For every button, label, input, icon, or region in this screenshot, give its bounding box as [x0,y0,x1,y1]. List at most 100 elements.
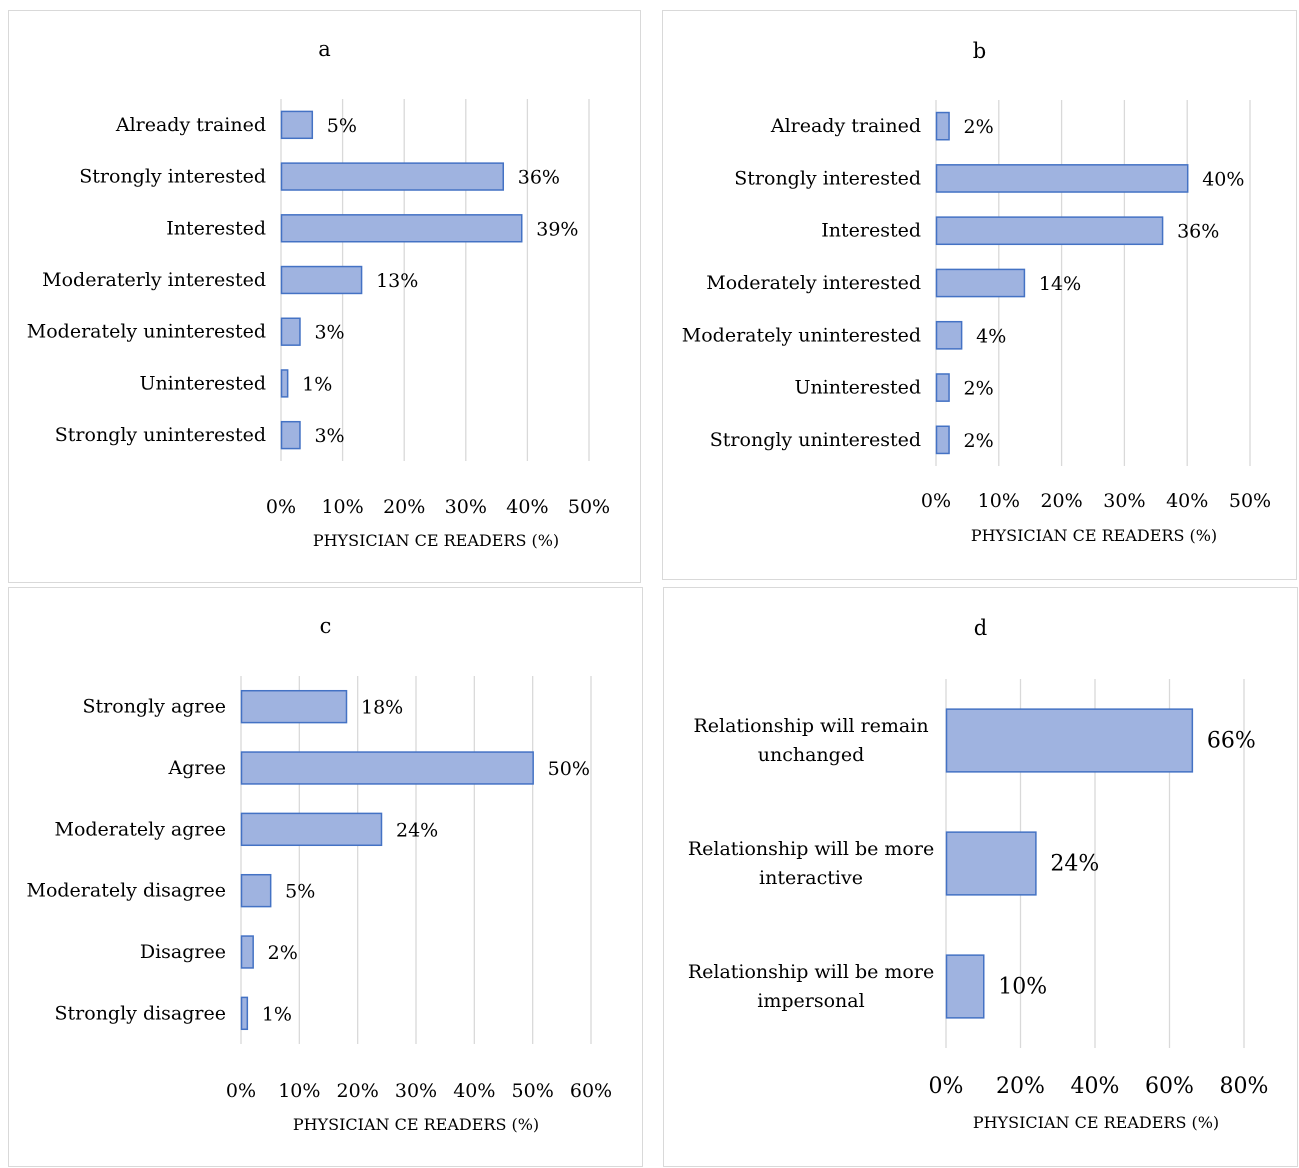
data-label: 2% [964,430,994,452]
data-label: 36% [518,167,560,189]
bar [240,935,254,969]
x-tick-label: 20% [383,496,425,518]
data-label: 4% [976,325,1006,347]
category-label: Strongly interested [79,166,266,188]
x-tick-label: 10% [278,1080,320,1102]
category-label: Moderately disagree [27,880,227,902]
data-label: 3% [314,425,344,447]
bar [935,373,950,402]
x-tick-label: 60% [570,1080,612,1102]
bar [280,110,314,140]
x-tick-label: 50% [512,1080,554,1102]
x-tick-label: 0% [266,496,296,518]
bar [945,954,985,1019]
bar [280,420,301,450]
bar [240,996,249,1031]
category-label: Relationship will be more interactive [688,838,934,889]
category-label: Moderately uninterested [682,324,921,346]
chart-panel-b: b 0% 10% 20% 30% 40% 50% Already trained 2% Stro… [662,10,1297,580]
x-tick-label: 40% [506,496,548,518]
data-label: 39% [536,218,578,240]
data-label: 14% [1039,273,1081,295]
chart-panel-a: a 0% 10% 20% 30% 40% 50% Already trained 5% Stro… [8,10,641,583]
chart-plot-a: 0% 10% 20% 30% 40% 50% Already trained 5% Strong… [27,99,610,518]
data-label: 2% [964,116,994,138]
x-tick-label: 40% [1071,1074,1120,1099]
bar [935,111,950,141]
x-tick-label: 40% [453,1080,495,1102]
category-label: Already trained [770,115,921,137]
bar [935,268,1026,298]
x-tick-label: 30% [445,496,487,518]
chart-title: a [318,37,331,61]
data-label: 66% [1207,729,1256,754]
data-label: 1% [262,1003,292,1025]
data-label: 5% [285,881,315,903]
bar [935,216,1164,246]
data-label: 3% [314,322,344,344]
data-label: 50% [548,758,590,780]
chart-panel-c: c 0% 10% 20% 30% 40% 50% 60% Strongly agree 18% A… [8,587,643,1167]
x-axis-title: PHYSICIAN CE READERS (%) [970,526,1218,545]
category-label: Already trained [115,114,266,136]
x-tick-label: 0% [929,1074,964,1099]
bar [935,425,950,455]
bar [945,708,1194,773]
category-label: Strongly interested [734,167,921,189]
x-tick-label: 60% [1145,1074,1194,1099]
category-label: Relationship will be more impersonal [688,961,934,1012]
category-label: Agree [168,757,226,779]
x-tick-label: 0% [226,1080,256,1102]
data-label: 13% [376,270,418,292]
x-tick-label: 50% [568,496,610,518]
x-tick-label: 30% [1103,490,1145,512]
bar [240,873,272,908]
category-label: Strongly disagree [55,1002,226,1024]
category-label: Uninterested [139,372,266,394]
category-label: Moderately interested [706,272,921,294]
bar [240,689,348,724]
x-axis-title: PHYSICIAN CE READERS (%) [972,1113,1220,1132]
x-tick-label: 30% [395,1080,437,1102]
data-label: 1% [302,373,332,395]
chart-title: b [972,39,987,63]
data-label: 24% [396,819,438,841]
bar [280,265,363,295]
x-tick-label: 20% [1040,490,1082,512]
chart-plot-b: 0% 10% 20% 30% 40% 50% Already trained 2% Strong… [682,100,1271,512]
bar [280,214,523,243]
category-label: Strongly uninterested [710,429,921,451]
bar [935,164,1189,193]
category-label: Disagree [140,941,226,963]
bar [280,369,289,398]
bar [935,320,963,350]
data-label: 2% [964,378,994,400]
bar [280,162,505,191]
category-label: Strongly agree [83,696,226,718]
bar [945,831,1037,896]
category-label: Strongly uninterested [55,424,266,446]
chart-plot-d: 0% 20% 40% 60% 80% Relationship will remain un… [688,679,1269,1099]
data-label: 5% [327,115,357,137]
x-tick-label: 0% [921,490,951,512]
x-tick-label: 50% [1229,490,1271,512]
data-label: 18% [361,697,403,719]
data-label: 40% [1202,168,1244,190]
bar [280,317,301,346]
chart-plot-c: 0% 10% 20% 30% 40% 50% 60% Strongly agree 18% Agr… [27,676,612,1102]
chart-title: c [319,614,332,638]
chart-panel-d: d 0% 20% 40% 60% 80% Relationship will remain… [663,587,1298,1167]
data-label: 36% [1177,221,1219,243]
category-label: Moderaterly interested [42,269,266,291]
category-label: Moderately uninterested [27,321,266,343]
category-label: Moderately agree [54,818,226,840]
x-axis-title: PHYSICIAN CE READERS (%) [292,1115,540,1134]
category-label: Uninterested [794,377,921,399]
data-label: 10% [998,975,1047,1000]
chart-title: d [973,616,988,640]
x-tick-label: 10% [978,490,1020,512]
bar [240,751,534,785]
x-tick-label: 80% [1220,1074,1269,1099]
data-label: 2% [268,942,298,964]
x-tick-label: 10% [321,496,363,518]
